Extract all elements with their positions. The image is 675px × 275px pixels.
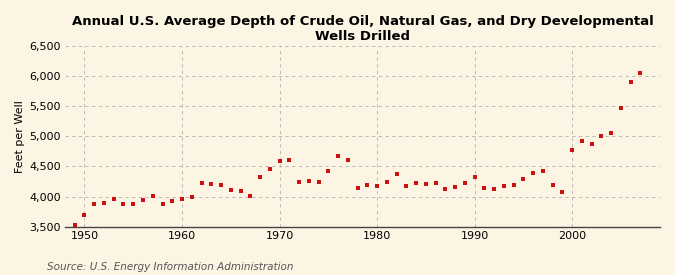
Point <box>440 187 451 191</box>
Point <box>304 179 315 183</box>
Point <box>342 158 353 162</box>
Point <box>79 212 90 217</box>
Point <box>118 202 129 207</box>
Point <box>352 185 363 190</box>
Point <box>177 197 188 201</box>
Point <box>196 181 207 186</box>
Point <box>450 185 460 189</box>
Point <box>499 183 510 188</box>
Point <box>508 182 519 187</box>
Point <box>225 188 236 192</box>
Title: Annual U.S. Average Depth of Crude Oil, Natural Gas, and Dry Developmental Wells: Annual U.S. Average Depth of Crude Oil, … <box>72 15 653 43</box>
Point <box>128 202 138 206</box>
Point <box>547 182 558 187</box>
Point <box>147 194 158 198</box>
Point <box>635 71 646 76</box>
Point <box>528 170 539 175</box>
Point <box>215 182 226 187</box>
Point <box>616 105 626 110</box>
Point <box>479 186 490 190</box>
Point <box>421 182 431 186</box>
Point <box>206 182 217 186</box>
Point <box>381 179 392 184</box>
Point <box>157 202 168 206</box>
Point <box>89 202 100 207</box>
Point <box>557 189 568 194</box>
Point <box>576 139 587 143</box>
Point <box>323 169 333 173</box>
Point <box>430 181 441 186</box>
Point <box>587 142 597 147</box>
Point <box>265 167 275 171</box>
Point <box>410 181 421 186</box>
Point <box>537 169 548 173</box>
Point <box>606 131 617 135</box>
Point <box>138 198 148 202</box>
Point <box>596 134 607 139</box>
Point <box>70 222 80 227</box>
Point <box>108 197 119 201</box>
Point <box>460 180 470 185</box>
Point <box>245 194 256 198</box>
Point <box>284 158 295 162</box>
Point <box>294 179 304 184</box>
Point <box>186 194 197 199</box>
Point <box>469 175 480 179</box>
Point <box>99 200 109 205</box>
Point <box>489 186 500 191</box>
Point <box>333 153 344 158</box>
Point <box>625 80 636 85</box>
Point <box>372 184 383 189</box>
Text: Source: U.S. Energy Information Administration: Source: U.S. Energy Information Administ… <box>47 262 294 272</box>
Point <box>362 182 373 187</box>
Point <box>401 183 412 188</box>
Point <box>167 199 178 203</box>
Point <box>235 188 246 193</box>
Point <box>274 159 285 163</box>
Y-axis label: Feet per Well: Feet per Well <box>15 100 25 173</box>
Point <box>392 172 402 177</box>
Point <box>254 175 265 179</box>
Point <box>518 176 529 181</box>
Point <box>567 147 578 152</box>
Point <box>313 180 324 184</box>
